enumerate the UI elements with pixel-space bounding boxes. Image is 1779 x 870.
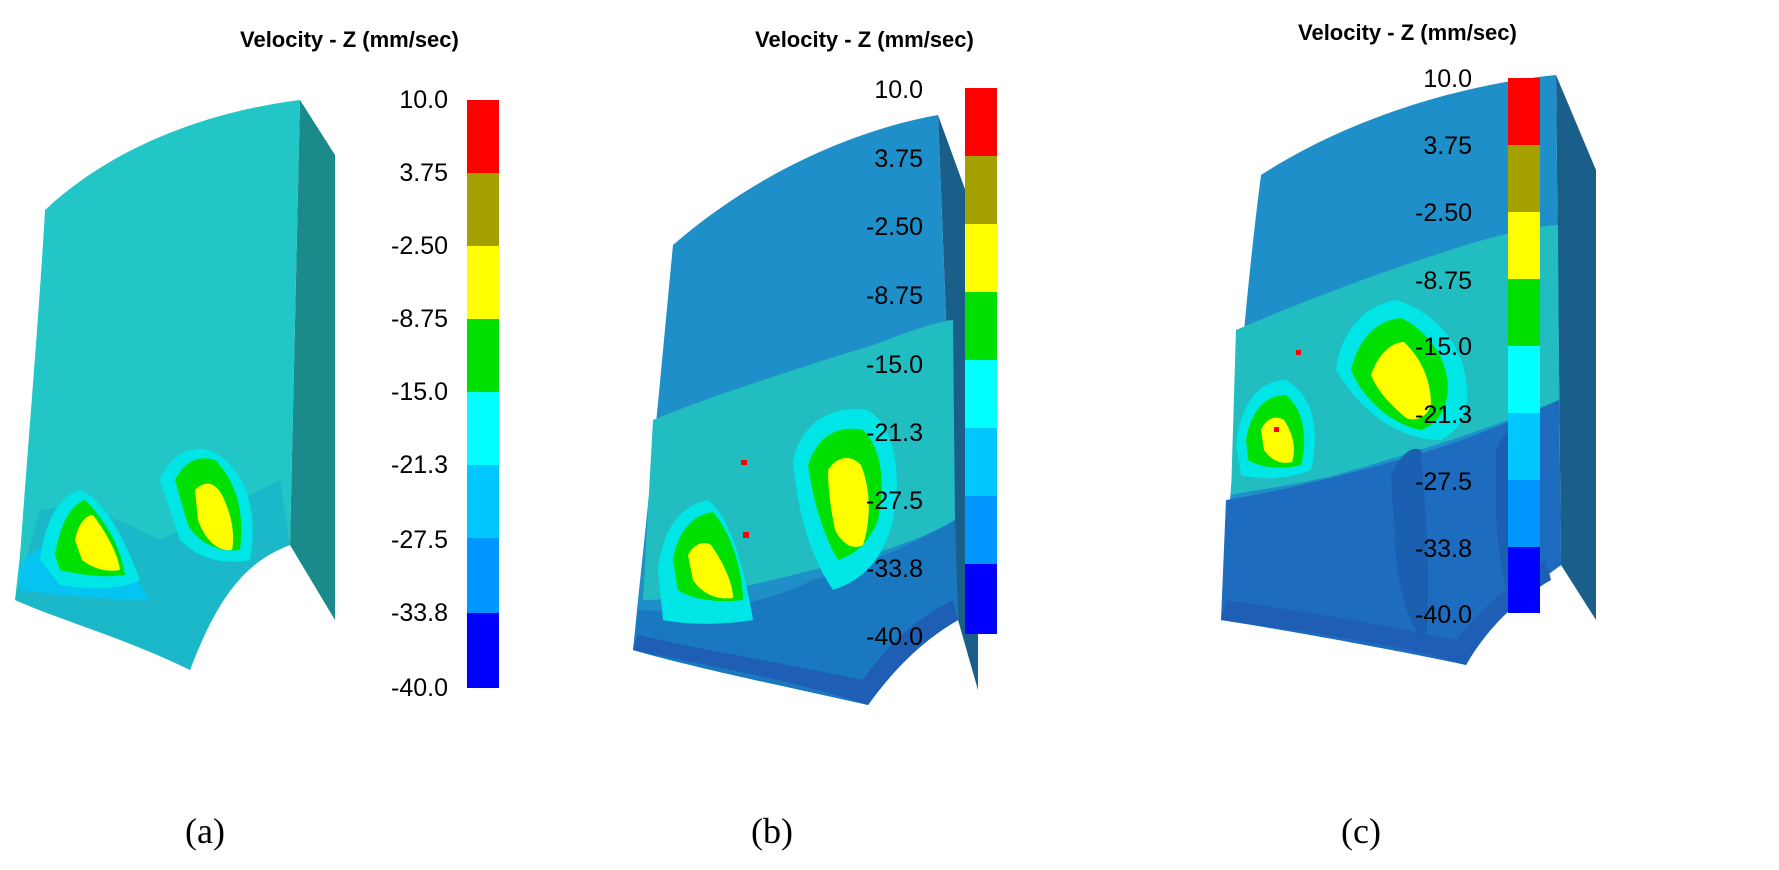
caption-a: (a) (185, 811, 225, 851)
tick-label: 3.75 (874, 145, 923, 173)
tick-label: -21.3 (391, 451, 448, 479)
tick-label: 10.0 (874, 76, 923, 104)
tick-label: -8.75 (391, 305, 448, 333)
tick-label: -27.5 (1415, 468, 1472, 496)
tick-label: 3.75 (399, 159, 448, 187)
legend-title-b: Velocity - Z (mm/sec) (755, 27, 974, 52)
tick-label: -15.0 (866, 351, 923, 379)
tick-label: -33.8 (866, 555, 923, 583)
tick-label: -40.0 (391, 674, 448, 702)
tick-label: -2.50 (866, 213, 923, 241)
tick-label: -40.0 (866, 623, 923, 651)
panel-b: Velocity - Z (mm/sec) 10.0 3.75 -2.50 -8… (593, 0, 1186, 870)
legend-title-a: Velocity - Z (mm/sec) (240, 27, 459, 52)
velocity-contour-model-c (1221, 75, 1596, 665)
tick-label: -33.8 (391, 599, 448, 627)
panel-a: Velocity - Z (mm/sec) 10.0 3.75 -2.50 -8… (0, 0, 593, 870)
tick-label: -15.0 (391, 378, 448, 406)
legend-title-c: Velocity - Z (mm/sec) (1298, 20, 1517, 45)
tick-label: 10.0 (1423, 65, 1472, 93)
tick-label: -21.3 (866, 419, 923, 447)
tick-label: -33.8 (1415, 535, 1472, 563)
tick-label: -27.5 (866, 487, 923, 515)
caption-c: (c) (1341, 811, 1381, 851)
panel-c: Velocity - Z (mm/sec) 10.0 3.75 -2.50 -8… (1186, 0, 1779, 870)
tick-label: -2.50 (1415, 199, 1472, 227)
tick-label: -15.0 (1415, 333, 1472, 361)
color-bar-b (965, 88, 997, 634)
tick-label: -21.3 (1415, 401, 1472, 429)
tick-label: -8.75 (1415, 267, 1472, 295)
caption-b: (b) (751, 811, 793, 851)
tick-label: -8.75 (866, 282, 923, 310)
color-bar-a (467, 100, 499, 688)
tick-label: -2.50 (391, 232, 448, 260)
tick-label: 10.0 (399, 86, 448, 114)
velocity-contour-model-b (633, 115, 978, 705)
velocity-contour-model-a (15, 100, 335, 670)
color-bar-c (1508, 78, 1540, 613)
tick-label: -27.5 (391, 526, 448, 554)
tick-label: -40.0 (1415, 601, 1472, 629)
tick-label: 3.75 (1423, 132, 1472, 160)
